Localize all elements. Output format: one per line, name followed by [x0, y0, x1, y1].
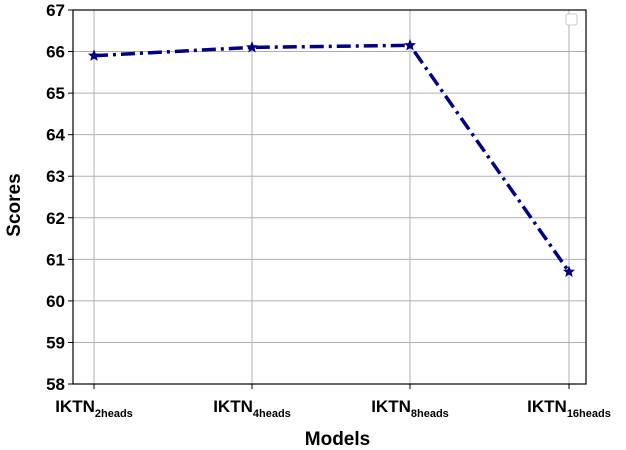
x-tick-label: IKTN16heads	[527, 397, 611, 420]
y-tick-label: 67	[46, 1, 65, 20]
data-point-star	[562, 265, 576, 277]
grid-lines	[73, 9, 586, 385]
y-axis-ticks: 58 59 60 61 62 63 64 65 66 67	[46, 1, 73, 394]
x-tick-label-base: IKTN	[527, 397, 567, 416]
data-point-star	[87, 49, 101, 61]
plot-area-frame	[72, 9, 587, 385]
x-tick-label-subscript: 4heads	[253, 408, 291, 420]
x-tick-label: IKTN4heads	[213, 397, 291, 420]
legend-box	[565, 13, 578, 26]
y-axis-title: Scores	[4, 173, 25, 236]
x-tick-label-base: IKTN	[55, 397, 95, 416]
x-tick-label-subscript: 8heads	[411, 408, 449, 420]
y-tick-label: 65	[46, 84, 65, 103]
y-tick-label: 66	[46, 43, 65, 62]
x-tick-label-base: IKTN	[213, 397, 253, 416]
data-point-star	[403, 38, 417, 51]
series-layer	[87, 38, 576, 277]
y-tick-label: 59	[46, 333, 65, 352]
x-tick-label-base: IKTN	[371, 397, 411, 416]
y-tick-label: 63	[46, 167, 65, 186]
x-tick-label: IKTN8heads	[371, 397, 449, 420]
x-tick-label: IKTN2heads	[55, 397, 133, 420]
y-tick-label: 62	[46, 209, 65, 228]
y-tick-label: 60	[46, 292, 65, 311]
data-point-star	[245, 41, 259, 53]
y-tick-label: 64	[46, 126, 65, 145]
x-axis-ticks: IKTN2heads IKTN4heads IKTN8heads IKTN16head…	[55, 384, 611, 420]
x-tick-label-subscript: 16heads	[567, 408, 611, 420]
y-tick-label: 58	[46, 375, 65, 394]
y-tick-label: 61	[46, 250, 65, 269]
x-tick-label-subscript: 2heads	[95, 408, 133, 420]
series-line	[93, 43, 571, 273]
x-axis-title: Models	[305, 429, 370, 450]
